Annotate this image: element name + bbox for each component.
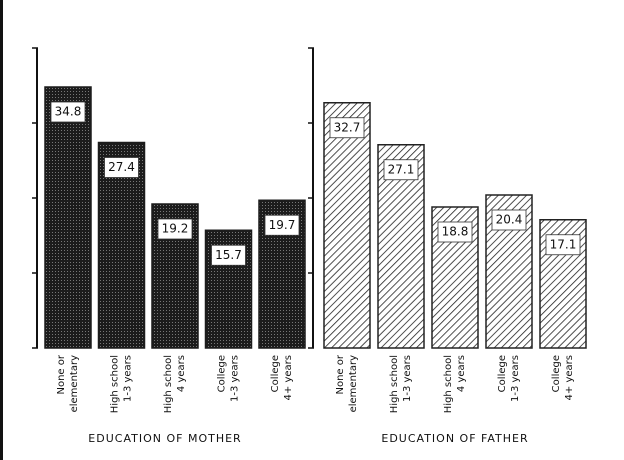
x-tick-label: College 1-3 years bbox=[497, 355, 521, 402]
x-tick-label: College 4+ years bbox=[551, 355, 575, 400]
x-tick-label: High school 1-3 years bbox=[110, 355, 134, 413]
x-tick-label-line: College bbox=[217, 355, 228, 392]
x-tick-label-line: High school bbox=[443, 355, 454, 413]
value-label: 34.8 bbox=[55, 105, 82, 119]
x-tick-label-line: 1-3 years bbox=[123, 355, 134, 402]
value-label: 19.7 bbox=[269, 218, 296, 232]
x-tick-label: None or elementary bbox=[56, 354, 80, 412]
x-tick-label-line: High school bbox=[163, 355, 174, 413]
value-label-box bbox=[383, 159, 419, 181]
x-tick-label-line: 1-3 years bbox=[510, 355, 521, 402]
value-label-box bbox=[264, 214, 300, 236]
x-tick-label-line: High school bbox=[110, 355, 121, 413]
x-tick-label-line: College bbox=[270, 355, 281, 392]
x-tick-label-line: 1-3 years bbox=[230, 355, 241, 402]
value-label-box bbox=[157, 218, 193, 240]
value-label: 27.1 bbox=[388, 162, 415, 176]
scan-edge bbox=[0, 0, 3, 460]
x-tick-label-line: High school bbox=[389, 355, 400, 413]
value-label-box bbox=[50, 101, 86, 123]
value-label: 32.7 bbox=[334, 120, 361, 134]
panel-title: EDUCATION OF FATHER bbox=[381, 432, 528, 445]
x-tick-label-line: elementary bbox=[69, 355, 80, 412]
value-label: 20.4 bbox=[496, 213, 523, 227]
x-tick-label-line: elementary bbox=[348, 355, 359, 412]
x-tick-label-line: 4+ years bbox=[564, 355, 575, 400]
x-tick-label-line: None or bbox=[56, 354, 67, 394]
value-label-box bbox=[491, 209, 527, 231]
x-tick-label: College 4+ years bbox=[270, 355, 294, 400]
x-tick-label: College 1-3 years bbox=[217, 355, 241, 402]
value-label-box bbox=[329, 117, 365, 139]
x-tick-label-line: College bbox=[497, 355, 508, 392]
x-tick-label-line: 4 years bbox=[176, 355, 187, 392]
value-label-box bbox=[104, 157, 139, 178]
x-tick-label: High school 4 years bbox=[443, 355, 467, 413]
x-tick-label-line: 4 years bbox=[456, 355, 467, 392]
x-tick-label-line: None or bbox=[335, 354, 346, 394]
value-label-box bbox=[545, 234, 581, 256]
value-label: 27.4 bbox=[108, 160, 135, 174]
value-label: 19.2 bbox=[162, 222, 189, 236]
x-tick-label-line: College bbox=[551, 355, 562, 392]
x-tick-label: High school 4 years bbox=[163, 355, 187, 413]
bar bbox=[44, 86, 92, 349]
bar bbox=[323, 102, 371, 349]
x-tick-label: None or elementary bbox=[335, 354, 359, 412]
x-tick-label-line: 4+ years bbox=[283, 355, 294, 400]
value-label-box bbox=[211, 244, 246, 266]
x-tick-label: High school 1-3 years bbox=[389, 355, 413, 413]
value-label: 18.8 bbox=[442, 225, 469, 239]
value-label: 17.1 bbox=[550, 237, 577, 251]
value-label: 15.7 bbox=[215, 248, 242, 262]
x-tick-label-line: 1-3 years bbox=[402, 355, 413, 402]
panel-title: EDUCATION OF MOTHER bbox=[88, 432, 241, 445]
value-label-box bbox=[437, 221, 473, 243]
